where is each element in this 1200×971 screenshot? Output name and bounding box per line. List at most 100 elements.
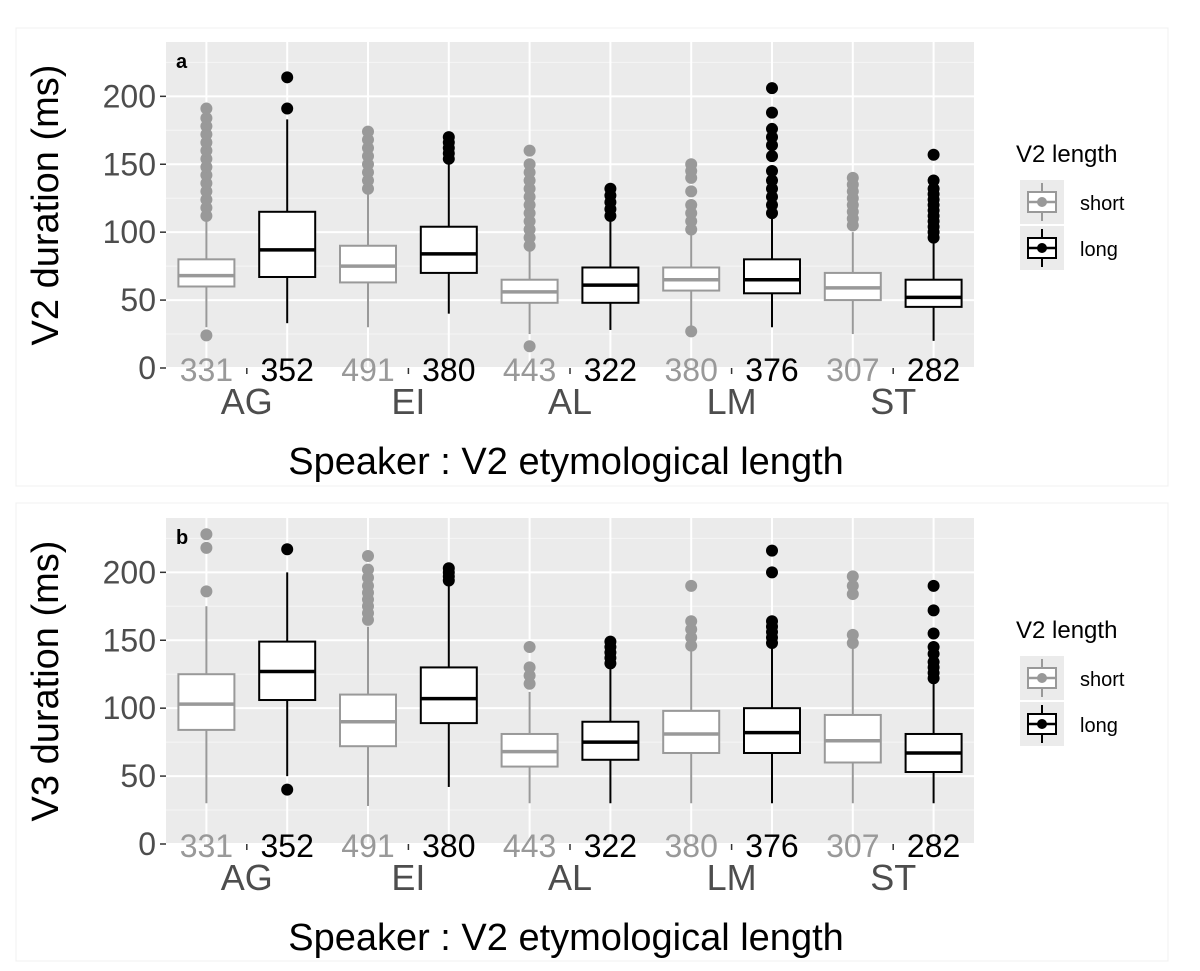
box-AG-short: 331	[177, 528, 236, 864]
legend-point	[1037, 673, 1047, 683]
legend: V2 length short long	[1016, 617, 1125, 746]
outlier-point	[523, 661, 536, 674]
box-AG-short: 331	[177, 102, 236, 388]
x-tick-label-AL: AL	[548, 381, 592, 422]
outlier-point	[766, 566, 778, 579]
box-AL-short: 443	[500, 144, 559, 388]
outlier-point	[362, 125, 374, 138]
y-tick-label: 0	[138, 826, 156, 862]
outlier-point	[604, 635, 617, 648]
outlier-point	[523, 144, 536, 157]
box-body	[177, 673, 236, 731]
box-AL-long: 322	[581, 635, 640, 864]
outlier-point	[362, 550, 374, 563]
legend-title: V2 length	[1016, 141, 1117, 168]
x-tick-label-AG: AG	[221, 381, 273, 422]
count-label: 380	[422, 352, 475, 388]
box-ST-short: 307	[823, 171, 882, 388]
outlier-point	[523, 641, 536, 654]
box-body	[823, 713, 882, 764]
box-ST-long: 282	[904, 148, 963, 388]
panel-b: b 0 50 100 150 200 V3 duration (ms) 331 352 491 38…	[15, 502, 1169, 962]
outlier-point	[281, 102, 294, 115]
legend-title: V2 length	[1016, 617, 1117, 644]
box-AL-long: 322	[581, 182, 640, 388]
outlier-point	[766, 82, 778, 95]
count-label: 331	[180, 828, 233, 864]
outlier-point	[685, 325, 698, 338]
outlier-point	[685, 579, 698, 592]
y-axis-title: V2 duration (ms)	[25, 65, 67, 346]
outlier-point	[362, 563, 374, 576]
x-tick-label-AL: AL	[548, 857, 592, 898]
legend-label: long	[1080, 239, 1118, 261]
box-LM-long: 376	[743, 82, 801, 388]
legend-key-long: long	[1020, 702, 1118, 746]
box-body	[419, 666, 478, 725]
y-tick-label: 150	[103, 146, 156, 182]
count-label: 322	[584, 352, 637, 388]
outlier-point	[846, 570, 859, 583]
x-axis-title: Speaker : V2 etymological length	[288, 917, 844, 959]
count-label: 307	[826, 352, 879, 388]
outlier-point	[927, 627, 940, 640]
count-label: 282	[907, 828, 960, 864]
y-tick-label: 100	[103, 690, 156, 726]
legend-key-short: short	[1020, 180, 1125, 224]
outlier-point	[523, 340, 536, 353]
y-tick-label: 0	[138, 350, 156, 386]
box-LM-short: 380	[662, 158, 721, 388]
outlier-point	[604, 182, 617, 195]
legend-point	[1037, 243, 1047, 253]
legend-key-long: long	[1020, 226, 1118, 270]
count-label: 380	[665, 352, 718, 388]
count-label: 491	[341, 828, 394, 864]
box-EI-short: 491	[339, 550, 397, 864]
panel-label: a	[176, 51, 188, 73]
outlier-point	[766, 165, 778, 178]
count-label: 443	[503, 352, 556, 388]
box-AG-long: 352	[258, 71, 317, 388]
outlier-point	[927, 174, 940, 187]
outlier-point	[766, 615, 778, 628]
y-axis-title: V3 duration (ms)	[25, 541, 67, 822]
outlier-point	[846, 579, 859, 592]
box-ST-long: 282	[904, 579, 963, 864]
count-label: 331	[180, 352, 233, 388]
outlier-point	[927, 641, 940, 654]
outlier-point	[200, 541, 213, 554]
count-label: 322	[584, 828, 637, 864]
legend-label: short	[1080, 193, 1125, 215]
outlier-point	[200, 102, 213, 115]
outlier-point	[766, 150, 778, 163]
outlier-point	[766, 122, 778, 135]
box-body	[339, 244, 397, 284]
x-tick-label-LM: LM	[707, 857, 757, 898]
x-tick-label-ST: ST	[870, 857, 916, 898]
outlier-point	[442, 562, 455, 575]
y-tick-label: 100	[103, 214, 156, 250]
count-label: 376	[745, 352, 798, 388]
y-tick-label: 150	[103, 622, 156, 658]
outlier-point	[927, 604, 940, 617]
legend-label: long	[1080, 715, 1118, 737]
box-body	[662, 709, 721, 754]
x-axis-title: Speaker : V2 etymological length	[288, 441, 844, 483]
legend: V2 length short long	[1016, 141, 1125, 270]
outlier-point	[766, 106, 778, 119]
y-tick-label: 200	[103, 78, 156, 114]
legend-key-short: short	[1020, 656, 1125, 700]
count-label: 491	[341, 352, 394, 388]
panel-label: b	[176, 527, 188, 549]
outlier-point	[846, 171, 859, 184]
count-label: 352	[261, 828, 314, 864]
box-body	[743, 258, 801, 295]
box-body	[419, 225, 478, 274]
outlier-point	[200, 112, 213, 125]
box-EI-short: 491	[339, 125, 397, 388]
y-tick-label: 50	[120, 758, 156, 794]
y-tick-label: 50	[120, 282, 156, 318]
outlier-point	[281, 543, 294, 556]
outlier-point	[200, 528, 213, 541]
outlier-point	[846, 628, 859, 641]
